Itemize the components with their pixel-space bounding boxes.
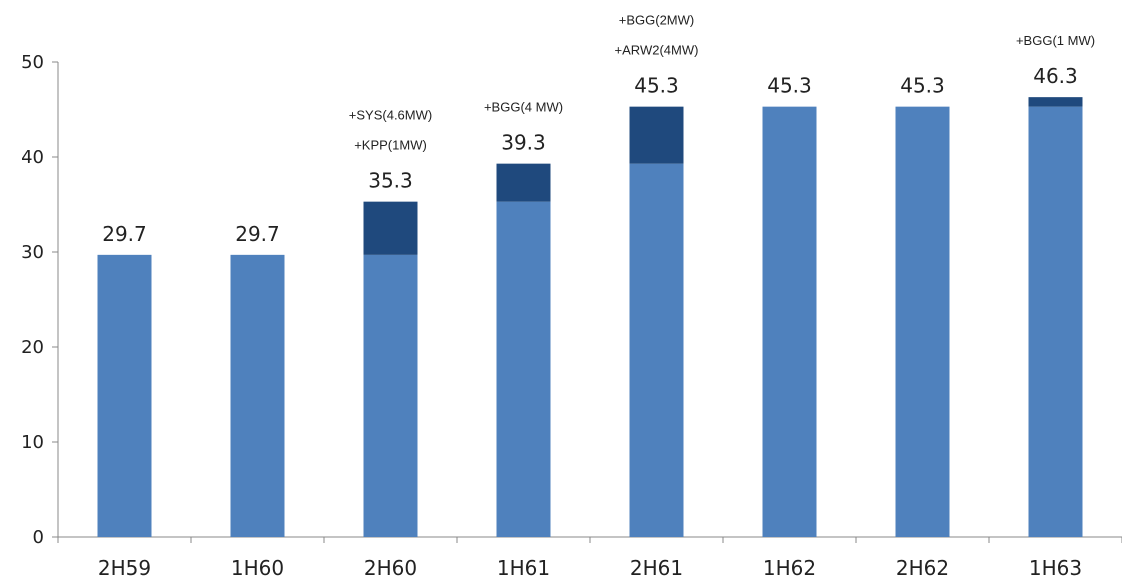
x-tick-label: 1H61 (497, 556, 550, 580)
bar-base-segment (762, 106, 817, 538)
x-tick-label: 1H62 (763, 556, 816, 580)
bar-addition-segment (629, 106, 684, 164)
y-tick-label: 30 (21, 242, 44, 263)
bar-total-label: 45.3 (900, 74, 945, 98)
annotation-label: +BGG(1 MW) (1016, 33, 1095, 48)
bar-total-label: 39.3 (501, 131, 546, 155)
annotations: +SYS(4.6MW) +KPP(1MW) +BGG(4 MW) +BGG(2MW) +… (349, 13, 1095, 153)
data-labels: 29.7 29.7 35.3 39.3 45.3 45.3 45.3 46.3 (102, 64, 1078, 246)
bar-total-label: 46.3 (1033, 64, 1078, 88)
bar-base-segment (363, 254, 418, 537)
y-tick-label: 10 (21, 432, 44, 453)
x-tick-label: 1H60 (231, 556, 284, 580)
y-tick-label: 20 (21, 337, 44, 358)
bar-base-segment (629, 163, 684, 537)
y-tick-label: 50 (21, 52, 44, 73)
annotation-label: +SYS(4.6MW) (349, 108, 432, 123)
x-tick-label: 2H59 (98, 556, 151, 580)
bar-total-label: 29.7 (102, 222, 147, 246)
bars (97, 97, 1083, 538)
bar-addition-segment (363, 201, 418, 255)
x-axis: 2H59 1H60 2H60 1H61 2H61 1H62 2H62 1H63 (57, 536, 1122, 580)
bar-base-segment (895, 106, 950, 538)
bar-base-segment (97, 254, 152, 537)
x-tick-label: 2H60 (364, 556, 417, 580)
bar-addition-segment (1028, 97, 1083, 107)
bar-base-segment (1028, 106, 1083, 538)
bar-addition-segment (496, 163, 551, 202)
annotation-label: +BGG(4 MW) (484, 100, 563, 115)
y-tick-label: 40 (21, 147, 44, 168)
x-tick-label: 2H62 (896, 556, 949, 580)
bar-total-label: 29.7 (235, 222, 280, 246)
y-axis: 0 10 20 30 40 50 (21, 52, 59, 548)
bar-base-segment (496, 201, 551, 537)
annotation-label: +ARW2(4MW) (615, 43, 699, 58)
annotation-label: +BGG(2MW) (619, 13, 694, 28)
y-tick-label: 0 (33, 527, 44, 548)
x-tick-label: 1H63 (1029, 556, 1082, 580)
bar-total-label: 45.3 (634, 74, 679, 98)
bar-total-label: 35.3 (368, 169, 413, 193)
bar-base-segment (230, 254, 285, 537)
bar-total-label: 45.3 (767, 74, 812, 98)
annotation-label: +KPP(1MW) (354, 138, 427, 153)
x-tick-label: 2H61 (630, 556, 683, 580)
